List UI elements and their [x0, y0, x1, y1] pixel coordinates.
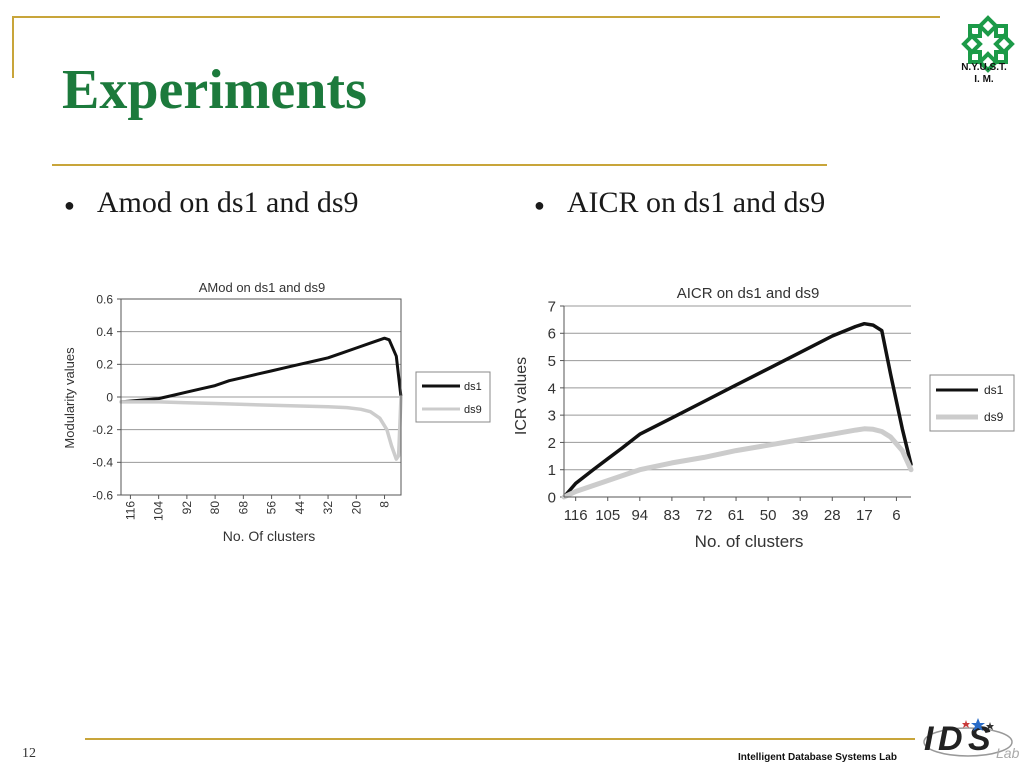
legend-label-ds9: ds9 — [464, 404, 482, 416]
y-tick-label: 0 — [548, 489, 556, 506]
y-tick-label: 0.6 — [96, 292, 113, 306]
x-tick-label: 68 — [236, 501, 250, 515]
x-tick-label: 80 — [208, 501, 222, 515]
series-lines — [119, 336, 403, 461]
svg-text:D: D — [938, 720, 963, 758]
chart-title: AICR on ds1 and ds9 — [677, 285, 820, 302]
x-ticks: 116 105 94 83 72 61 50 39 28 17 6 — [564, 497, 901, 524]
legend: ds1 ds9 — [929, 374, 1015, 432]
x-tick-label: 44 — [293, 501, 307, 515]
x-axis-label: No. of clusters — [695, 532, 804, 551]
left-rule — [12, 16, 14, 78]
x-tick-label: 72 — [696, 507, 713, 524]
title-underline — [52, 164, 827, 166]
svg-text:I: I — [924, 720, 935, 758]
plot-frame — [120, 298, 402, 496]
bullet-amod: ● Amod on ds1 and ds9 — [64, 186, 359, 220]
y-tick-label: -0.4 — [92, 456, 113, 470]
footer-rule — [85, 738, 915, 740]
grid-lines — [564, 305, 911, 498]
y-tick-label: -0.6 — [92, 488, 113, 502]
legend-box — [929, 374, 1015, 432]
x-tick-label: 92 — [180, 501, 194, 515]
logo-caption-line2: I. M. — [974, 74, 994, 85]
bullet-aicr: ● AICR on ds1 and ds9 — [534, 186, 825, 220]
legend: ds1 ds9 — [415, 371, 491, 423]
nyust-logo — [961, 15, 1015, 73]
y-ticks: 0.6 0.4 0.2 0 -0.2 -0.4 -0.6 — [92, 292, 121, 502]
x-tick-label: 8 — [378, 501, 392, 508]
top-rule — [12, 16, 940, 18]
series-lines — [561, 321, 914, 500]
legend-label-ds1: ds1 — [984, 383, 1004, 397]
y-axis-label: ICR values — [513, 357, 530, 435]
legend-label-ds1: ds1 — [464, 381, 482, 393]
y-tick-label: 2 — [548, 435, 556, 452]
x-axis-label: No. Of clusters — [223, 528, 316, 544]
series-line-ds1 — [119, 336, 403, 404]
x-tick-label: 116 — [564, 507, 588, 524]
bullet-dot-icon: ● — [534, 194, 545, 215]
y-axis-label: Modularity values — [62, 347, 77, 449]
x-tick-label: 104 — [152, 501, 166, 521]
aicr-chart: AICR on ds1 and ds9 ICR values No. of cl… — [513, 285, 1015, 551]
logo-caption: N.Y.U.S.T. I. M. — [944, 62, 1024, 86]
y-tick-label: -0.2 — [92, 423, 113, 437]
bullet-dot-icon: ● — [64, 194, 75, 215]
x-tick-label: 61 — [728, 507, 745, 524]
bullet-amod-text: Amod on ds1 and ds9 — [96, 186, 359, 219]
x-tick-label: 20 — [349, 501, 363, 515]
y-tick-label: 1 — [548, 462, 556, 479]
logo-caption-line1: N.Y.U.S.T. — [961, 62, 1007, 73]
y-tick-label: 4 — [548, 380, 556, 397]
x-tick-label: 28 — [824, 507, 841, 524]
footer-lab-name: Intelligent Database Systems Lab — [738, 752, 897, 763]
y-tick-label: 5 — [548, 353, 556, 370]
y-ticks: 7 6 5 4 3 2 1 0 — [548, 298, 564, 506]
x-tick-label: 17 — [856, 507, 873, 524]
y-tick-label: 0.2 — [96, 358, 113, 372]
slide-title: Experiments — [62, 59, 367, 121]
x-tick-label: 32 — [321, 501, 335, 515]
ids-lab-logo: I D S Lab — [923, 718, 1020, 761]
y-tick-label: 6 — [548, 326, 556, 343]
x-tick-label: 6 — [892, 507, 900, 524]
x-ticks: 116 104 92 80 68 56 44 32 20 8 — [123, 495, 392, 521]
page-number: 12 — [22, 746, 36, 761]
chart-title: AMod on ds1 and ds9 — [199, 280, 325, 295]
series-line-ds1 — [562, 321, 913, 499]
legend-box — [415, 371, 491, 423]
x-tick-label: 94 — [631, 507, 648, 524]
amod-chart: AMod on ds1 and ds9 Modularity values No… — [62, 280, 491, 544]
bullet-aicr-text: AICR on ds1 and ds9 — [566, 186, 826, 219]
legend-label-ds9: ds9 — [984, 410, 1004, 424]
x-tick-label: 83 — [664, 507, 681, 524]
x-tick-label: 39 — [792, 507, 809, 524]
y-tick-label: 0 — [106, 390, 113, 404]
y-tick-label: 0.4 — [96, 325, 113, 339]
series-line-ds9 — [119, 395, 403, 461]
y-tick-label: 7 — [548, 298, 556, 315]
series-line-ds9 — [561, 426, 914, 500]
x-tick-label: 50 — [760, 507, 777, 524]
svg-text:Lab: Lab — [996, 745, 1020, 761]
x-tick-label: 56 — [265, 501, 279, 515]
x-tick-label: 116 — [123, 501, 137, 520]
y-tick-label: 3 — [548, 408, 556, 425]
x-tick-label: 105 — [595, 507, 620, 524]
